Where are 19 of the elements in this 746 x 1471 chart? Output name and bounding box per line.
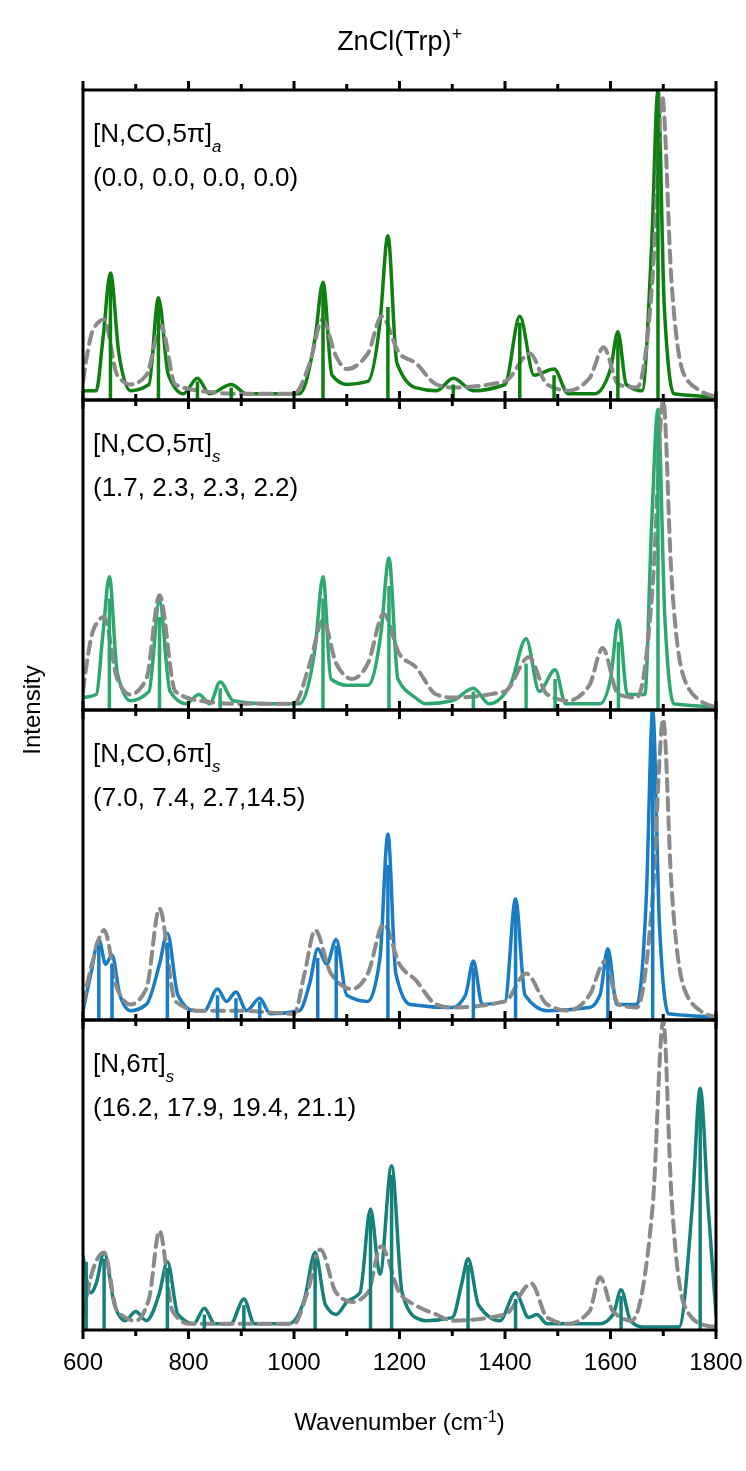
annotation: (0.0, 0.0, 0.0, 0.0) [93, 162, 299, 192]
x-tick-label: 800 [168, 1348, 209, 1375]
annotation: (16.2, 17.9, 19.4, 21.1) [93, 1092, 357, 1122]
x-axis-title: Wavenumber (cm$^{-1}$) [294, 1407, 505, 1435]
annotation: [N,CO,6π]$_{s}$ [93, 738, 222, 776]
annotation: [N,CO,5π]$_{s}$ [93, 428, 222, 466]
x-tick-label: 1400 [478, 1348, 532, 1375]
x-tick-label: 1000 [267, 1348, 321, 1375]
chart-title: ZnCl(Trp)$^{+}$ [337, 24, 462, 56]
annotation: [N,CO,5π]$_{a}$ [93, 118, 222, 156]
x-tick-label: 1600 [583, 1348, 638, 1375]
annotation: (1.7, 2.3, 2.3, 2.2) [93, 472, 299, 502]
annotation: [N,6π]$_{s}$ [93, 1048, 175, 1086]
y-axis-title: Intensity [18, 665, 45, 755]
x-tick-label: 1200 [372, 1348, 427, 1375]
x-tick-label: 600 [62, 1348, 104, 1375]
annotation: (7.0, 7.4, 2.7,14.5) [93, 782, 306, 812]
bar [524, 663, 528, 710]
x-tick-label: 1800 [689, 1348, 743, 1375]
